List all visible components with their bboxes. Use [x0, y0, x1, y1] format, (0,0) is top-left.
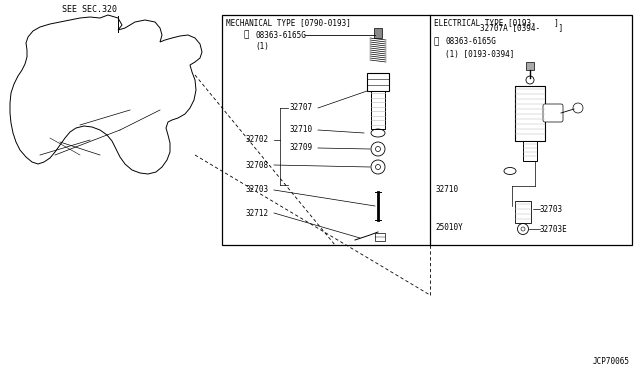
Text: 25010Y: 25010Y	[435, 222, 463, 231]
Bar	[375, 233, 385, 241]
Bar	[515, 86, 545, 141]
Text: Ⓢ: Ⓢ	[434, 38, 440, 46]
Text: (1) [0193-0394]: (1) [0193-0394]	[445, 49, 515, 58]
Text: 32703E: 32703E	[540, 224, 568, 234]
Text: (1): (1)	[255, 42, 269, 51]
Bar	[371, 91, 385, 129]
Text: 32703: 32703	[246, 186, 269, 195]
Bar	[367, 73, 389, 91]
Bar	[222, 15, 632, 245]
Text: MECHANICAL TYPE [0790-0193]: MECHANICAL TYPE [0790-0193]	[226, 19, 351, 28]
Text: 32707A [0394-    ]: 32707A [0394- ]	[480, 23, 563, 32]
Text: 32712: 32712	[246, 208, 269, 218]
Text: 32709: 32709	[290, 144, 313, 153]
Text: 32703: 32703	[540, 205, 563, 214]
Bar	[526, 62, 534, 70]
Text: 08363-6165G: 08363-6165G	[445, 38, 496, 46]
Text: 32702: 32702	[246, 135, 269, 144]
Text: Ⓢ: Ⓢ	[244, 31, 250, 39]
Bar	[515, 201, 531, 223]
Text: ELECTRICAL TYPE [0193-    ]: ELECTRICAL TYPE [0193- ]	[434, 19, 559, 28]
FancyBboxPatch shape	[543, 104, 563, 122]
Bar	[523, 141, 537, 161]
Text: SEE SEC.320: SEE SEC.320	[63, 5, 118, 14]
Text: 32707: 32707	[290, 103, 313, 112]
Text: JCP70065: JCP70065	[593, 357, 630, 366]
Text: 32710: 32710	[290, 125, 313, 135]
Bar	[374, 28, 382, 38]
Text: 32708: 32708	[246, 160, 269, 170]
Text: 08363-6165G: 08363-6165G	[255, 31, 306, 39]
Text: 32710: 32710	[435, 185, 458, 193]
